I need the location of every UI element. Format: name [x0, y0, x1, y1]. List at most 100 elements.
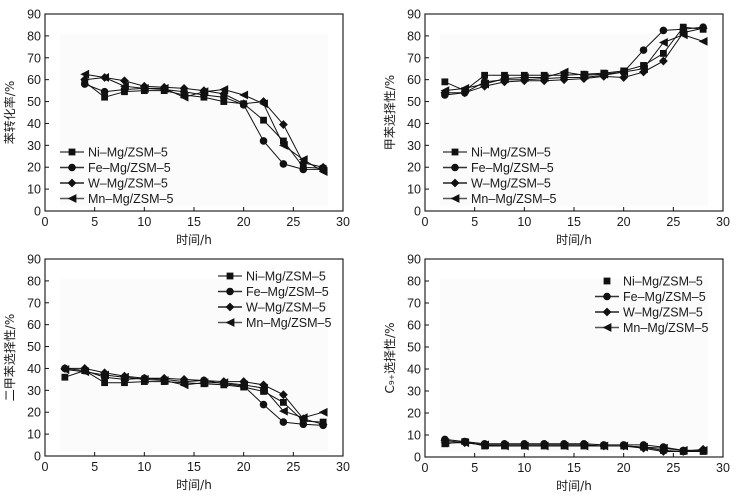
data-point — [120, 372, 129, 382]
y-tick-label: 20 — [407, 161, 421, 175]
legend-label: Mn–Mg/ZSM–5 — [246, 316, 331, 330]
data-point — [299, 165, 308, 174]
x-tick-label: 0 — [42, 215, 49, 229]
data-point — [660, 50, 667, 57]
legend: Ni–Mg/ZSM–5Fe–Mg/ZSM–5 W–Mg/ZSM–5Mn–Mg/ZS… — [595, 275, 708, 335]
y-tick-label: 60 — [407, 73, 421, 87]
data-point — [640, 62, 647, 69]
legend-label: Fe–Mg/ZSM–5 — [88, 161, 171, 175]
x-tick-label: 10 — [517, 461, 531, 475]
y-tick-label: 30 — [27, 139, 41, 153]
x-tick-label: 15 — [567, 461, 581, 475]
plot-background — [440, 279, 708, 452]
data-point — [179, 92, 189, 102]
x-tick-label: 20 — [237, 460, 251, 474]
legend-marker — [226, 287, 234, 296]
legend-marker — [603, 292, 611, 301]
data-point — [220, 98, 228, 105]
data-point — [259, 383, 268, 393]
data-point — [639, 442, 648, 452]
legend-label: Mn–Mg/ZSM–5 — [88, 192, 173, 206]
data-point — [279, 418, 288, 426]
data-point — [659, 56, 668, 66]
data-point — [519, 73, 529, 82]
data-point — [460, 84, 470, 93]
x-tick-label: 30 — [336, 460, 350, 474]
data-point — [120, 81, 129, 91]
data-point — [259, 137, 268, 145]
data-point — [60, 365, 70, 374]
y-tick-label: 80 — [407, 29, 421, 43]
y-tick-label: 40 — [407, 363, 421, 377]
data-point — [579, 70, 589, 80]
x-axis-title: 时间/h — [176, 233, 212, 247]
data-point — [219, 89, 229, 99]
y-tick-label: 20 — [407, 407, 421, 421]
y-axis-title: C₉₊选择性/% — [383, 323, 397, 394]
x-tick-label: 30 — [716, 461, 730, 475]
legend-label: Mn–Mg/ZSM–5 — [471, 192, 556, 206]
x-tick-label: 0 — [42, 460, 49, 474]
y-tick-label: 60 — [27, 318, 41, 332]
y-tick-label: 30 — [27, 384, 41, 398]
legend-label: Mn–Mg/ZSM–5 — [623, 321, 708, 335]
legend-marker — [225, 302, 235, 312]
data-point — [139, 374, 149, 384]
x-tick-label: 0 — [422, 461, 429, 475]
data-point — [480, 440, 489, 450]
data-point — [239, 380, 249, 390]
data-point — [239, 90, 249, 100]
legend-label: W–Mg/ZSM–5 — [88, 177, 168, 191]
y-tick-label: 90 — [27, 253, 41, 267]
data-point — [480, 79, 489, 89]
x-tick-label: 5 — [471, 215, 478, 229]
y-tick-label: 70 — [407, 297, 421, 311]
y-tick-label: 40 — [27, 362, 41, 376]
series-4 — [60, 365, 328, 423]
y-tick-label: 90 — [27, 8, 41, 22]
x-tick-label: 5 — [471, 461, 478, 475]
legend-marker — [602, 323, 612, 332]
y-tick-label: 40 — [407, 117, 421, 131]
data-point — [579, 441, 589, 451]
y-tick-label: 10 — [27, 183, 41, 197]
y-tick-label: 0 — [34, 450, 41, 464]
legend: Ni–Mg/ZSM–5Fe–Mg/ZSM–5 W–Mg/ZSM–5Mn–Mg/ZS… — [60, 146, 173, 206]
legend-label: W–Mg/ZSM–5 — [246, 301, 326, 315]
x-tick-label: 15 — [567, 215, 581, 229]
data-point — [80, 69, 90, 79]
data-point — [299, 420, 308, 429]
x-tick-label: 10 — [137, 215, 151, 229]
data-point — [259, 400, 268, 409]
y-tick-label: 10 — [27, 428, 41, 442]
legend-marker — [450, 194, 460, 203]
series-4 — [80, 69, 328, 176]
data-point — [80, 367, 90, 377]
data-point — [559, 67, 569, 77]
data-point — [659, 26, 668, 35]
x-axis-title: 时间/h — [556, 233, 592, 247]
data-point — [619, 441, 629, 451]
y-tick-label: 80 — [27, 274, 41, 288]
data-point — [100, 73, 109, 82]
data-point — [500, 77, 509, 87]
x-tick-label: 25 — [666, 461, 680, 475]
data-point — [219, 378, 229, 388]
data-point — [100, 370, 109, 380]
x-tick-label: 10 — [517, 215, 531, 229]
y-tick-label: 60 — [27, 73, 41, 87]
data-point — [298, 413, 308, 423]
y-tick-label: 80 — [407, 275, 421, 289]
data-point — [139, 84, 149, 93]
data-point — [219, 85, 229, 94]
legend-marker — [226, 272, 234, 280]
x-tick-label: 10 — [137, 460, 151, 474]
data-point — [678, 30, 688, 40]
legend-label: W–Mg/ZSM–5 — [623, 306, 703, 320]
data-point — [519, 441, 529, 451]
data-point — [159, 376, 169, 385]
x-tick-label: 30 — [716, 215, 730, 229]
series-4 — [440, 30, 708, 96]
data-point — [481, 71, 488, 79]
